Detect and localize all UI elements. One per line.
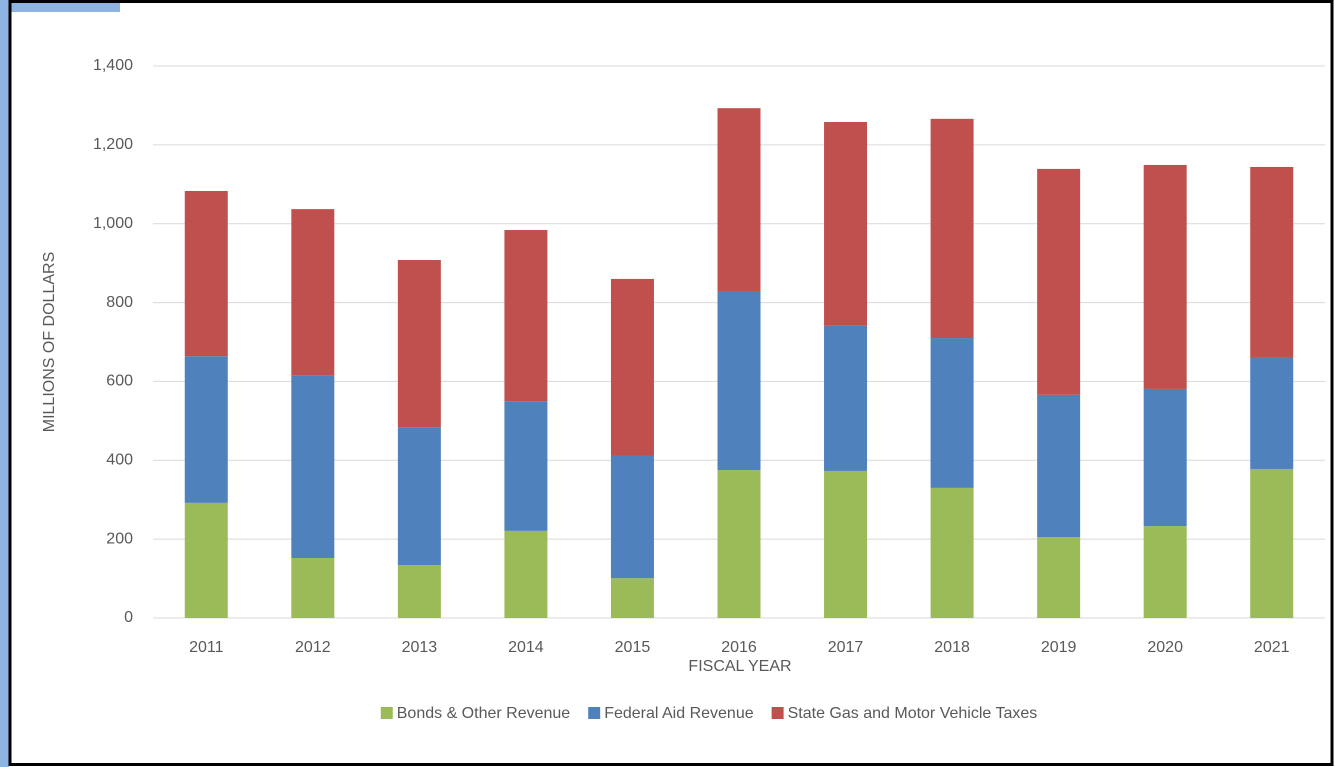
x-tick-label: 2012: [295, 639, 331, 656]
legend-label: Bonds & Other Revenue: [397, 705, 571, 722]
x-tick-label: 2011: [189, 639, 224, 656]
x-tick-label: 2021: [1254, 639, 1290, 656]
bar-segment: [717, 291, 761, 471]
bar-segment: [184, 356, 228, 503]
bar-segment: [824, 470, 868, 618]
bar-segment: [930, 338, 974, 488]
bar-segment: [291, 558, 335, 618]
bar-segment: [930, 118, 974, 339]
bar-segment: [397, 427, 441, 566]
y-tick-label: 1,400: [93, 57, 133, 74]
legend-label: Federal Aid Revenue: [604, 705, 754, 722]
bar-segment: [1143, 164, 1187, 389]
y-tick-label: 1,200: [93, 136, 133, 153]
legend-label: State Gas and Motor Vehicle Taxes: [788, 705, 1038, 722]
bar-segment: [824, 121, 868, 326]
x-tick-label: 2018: [934, 639, 970, 656]
bar-segment: [504, 230, 548, 402]
bar-segment: [1250, 468, 1294, 618]
y-tick-label: 0: [124, 609, 133, 626]
grid: 0 200 400 600 800 1,000 1,200 1,400: [93, 57, 1325, 626]
x-tick-label: 2016: [721, 639, 757, 656]
bar-segment: [1250, 166, 1294, 357]
legend-swatch: [771, 707, 784, 719]
bar-segment: [610, 278, 654, 456]
bars: 2011 2012 2013 2014 2015 2016 2017 2018 2019 2020…: [184, 108, 1294, 656]
bar-segment: [610, 455, 654, 579]
bar-segment: [824, 325, 868, 471]
bar-segment: [291, 375, 335, 559]
frame: [8, 0, 1334, 766]
bar-segment: [184, 502, 228, 618]
bar-segment: [504, 401, 548, 531]
y-tick-label: 1,000: [93, 215, 133, 232]
y-tick-label: 200: [106, 530, 133, 547]
x-tick-label: 2020: [1147, 639, 1183, 656]
y-tick-label: 600: [106, 373, 133, 390]
bar-segment: [610, 578, 654, 618]
bar-segment: [1143, 526, 1187, 618]
bar-segment: [1037, 168, 1081, 395]
bar-segment: [397, 565, 441, 618]
y-axis-label: MILLIONS OF DOLLARS: [41, 252, 58, 433]
legend: Bonds & Other Revenue Federal Aid Revenue…: [380, 705, 1038, 722]
bar-segment: [1143, 388, 1187, 527]
x-axis-label: FISCAL YEAR: [688, 658, 791, 675]
x-tick-label: 2015: [615, 639, 651, 656]
bar-segment: [504, 530, 548, 618]
bar-segment: [1250, 356, 1294, 469]
bar-segment: [184, 190, 228, 357]
bar-segment: [930, 487, 974, 618]
y-tick-label: 800: [106, 294, 133, 311]
x-tick-label: 2014: [508, 639, 544, 656]
bar-segment: [1037, 537, 1081, 618]
x-tick-label: 2017: [828, 639, 864, 656]
x-tick-label: 2013: [402, 639, 438, 656]
y-tick-label: 400: [106, 452, 133, 469]
bar-segment: [717, 108, 761, 292]
legend-swatch: [380, 707, 393, 719]
legend-swatch: [588, 707, 601, 719]
bar-segment: [397, 259, 441, 428]
bar-segment: [717, 470, 761, 618]
bar-segment: [1037, 394, 1081, 538]
bar-segment: [291, 209, 335, 376]
side-strip: [0, 0, 9, 767]
x-tick-label: 2019: [1041, 639, 1077, 656]
